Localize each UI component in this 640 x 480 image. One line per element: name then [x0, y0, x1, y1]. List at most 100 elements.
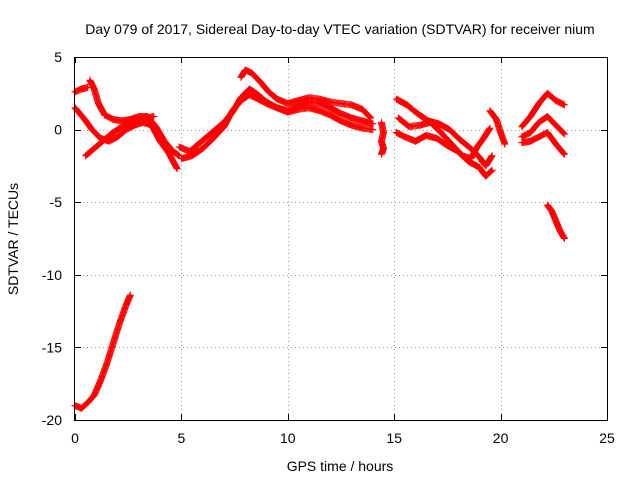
data-point — [546, 203, 549, 207]
data-point — [129, 293, 132, 297]
x-tick-label: 15 — [386, 430, 402, 446]
data-point — [563, 237, 566, 240]
data-point — [416, 112, 419, 115]
data-point — [563, 153, 566, 156]
data-point — [190, 154, 194, 157]
data-point — [144, 116, 147, 120]
data-point — [180, 157, 183, 160]
data-point — [546, 92, 549, 95]
data-point — [488, 109, 492, 112]
data-point — [529, 131, 532, 134]
data-point — [371, 128, 375, 131]
data-point — [329, 100, 332, 104]
data-point — [86, 401, 89, 404]
data-point — [529, 140, 532, 143]
data-point — [439, 131, 443, 134]
data-point — [124, 304, 128, 307]
data-point — [484, 174, 487, 178]
data-point — [205, 135, 209, 139]
data-point — [120, 119, 124, 123]
data-point — [520, 125, 524, 128]
data-point — [361, 108, 364, 111]
data-point — [478, 155, 481, 159]
series-track-g — [177, 91, 377, 163]
data-point — [167, 151, 170, 155]
series-track-p — [518, 129, 568, 158]
data-point — [127, 122, 130, 125]
data-point — [307, 106, 311, 110]
data-point — [244, 68, 247, 72]
data-point — [437, 122, 441, 125]
data-point — [329, 113, 332, 117]
y-tick-label: 0 — [54, 122, 62, 138]
data-point — [499, 131, 502, 134]
data-point — [239, 76, 243, 79]
data-point — [109, 132, 113, 136]
data-point — [84, 154, 87, 157]
data-point — [107, 140, 111, 143]
data-point — [537, 135, 541, 139]
chart-title: Day 079 of 2017, Sidereal Day-to-day VTE… — [85, 21, 594, 37]
data-point — [361, 119, 364, 123]
data-point — [537, 102, 541, 105]
data-point — [478, 166, 481, 169]
data-point — [546, 131, 549, 134]
data-point — [424, 134, 428, 137]
data-point — [101, 140, 104, 143]
series-track-o — [518, 113, 568, 141]
data-point — [554, 219, 558, 223]
data-point — [275, 106, 279, 110]
series-track-a — [71, 104, 181, 173]
data-point — [520, 141, 524, 144]
data-point — [503, 142, 507, 146]
data-point — [103, 113, 106, 117]
series-track-d — [82, 113, 158, 160]
data-point — [286, 109, 289, 112]
data-point — [318, 97, 321, 101]
data-point — [154, 125, 158, 128]
data-point — [92, 394, 96, 397]
data-point — [369, 116, 372, 120]
data-points — [71, 66, 568, 412]
data-point — [99, 379, 102, 382]
data-point — [563, 103, 566, 107]
data-point — [212, 137, 215, 140]
data-point — [163, 140, 166, 143]
data-point — [475, 145, 479, 149]
data-point — [248, 87, 251, 91]
data-point — [339, 112, 343, 115]
data-point — [397, 116, 400, 120]
data-point — [307, 96, 311, 99]
data-point — [563, 132, 566, 136]
data-point — [418, 124, 421, 127]
data-point — [297, 105, 300, 108]
data-point — [554, 142, 558, 146]
data-point — [250, 71, 253, 75]
series-track-n — [518, 89, 568, 131]
data-point — [112, 118, 115, 121]
data-point — [371, 122, 375, 125]
data-point — [350, 124, 353, 127]
data-point — [92, 147, 96, 150]
data-point — [488, 126, 492, 130]
y-tick-label: -20 — [42, 412, 62, 428]
data-point — [448, 128, 451, 131]
data-point — [124, 128, 128, 131]
data-point — [469, 157, 473, 160]
data-point — [231, 109, 234, 112]
data-point — [554, 99, 558, 102]
data-point — [88, 79, 92, 82]
data-point — [97, 102, 100, 105]
data-point — [380, 140, 383, 143]
data-point — [407, 125, 411, 128]
data-point — [118, 321, 121, 324]
data-point — [112, 341, 115, 345]
data-point — [80, 407, 83, 410]
data-point — [435, 137, 438, 140]
x-tick-label: 10 — [280, 430, 296, 446]
data-point — [178, 145, 181, 149]
data-point — [256, 97, 260, 101]
data-point — [275, 97, 279, 101]
